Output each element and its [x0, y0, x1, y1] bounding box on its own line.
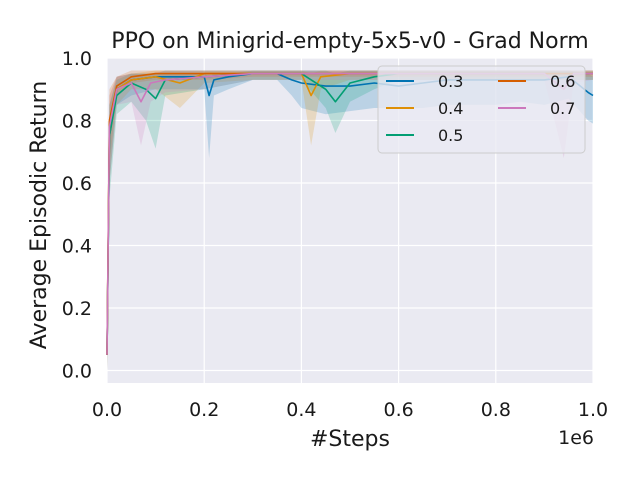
legend: 0.3 0.4 0.5 0.6 0.7 [377, 65, 586, 154]
series-band-0.5 [107, 70, 593, 371]
y-tick-label: 0.8 [62, 111, 92, 133]
tick-labels: 0.0 0.2 0.4 0.6 0.8 1.0 0.0 0.2 0.4 0.6 0.8 1.0 [62, 48, 608, 421]
y-tick-label: 0.4 [62, 236, 92, 258]
x-axis-label: #Steps [310, 427, 390, 452]
legend-label-0.6: 0.6 [550, 72, 575, 91]
x-tick-label: 0.6 [383, 399, 413, 421]
x-tick-label: 1.0 [578, 399, 608, 421]
x-tick-label: 0.2 [189, 399, 219, 421]
x-axis-offset-text: 1e6 [558, 427, 594, 449]
y-tick-label: 1.0 [62, 48, 92, 70]
legend-label-0.7: 0.7 [550, 99, 575, 118]
chart-title: PPO on Minigrid-empty-5x5-v0 - Grad Norm [111, 29, 588, 54]
y-tick-label: 0.0 [62, 361, 92, 383]
x-tick-label: 0.4 [286, 399, 316, 421]
x-tick-label: 0.0 [92, 399, 122, 421]
y-tick-label: 0.6 [62, 173, 92, 195]
y-axis-label: Average Episodic Return [27, 81, 52, 349]
y-tick-label: 0.2 [62, 298, 92, 320]
legend-label-0.4: 0.4 [438, 99, 463, 118]
legend-label-0.5: 0.5 [438, 126, 463, 145]
legend-box [377, 65, 586, 154]
x-tick-label: 0.8 [481, 399, 511, 421]
legend-label-0.3: 0.3 [438, 72, 463, 91]
